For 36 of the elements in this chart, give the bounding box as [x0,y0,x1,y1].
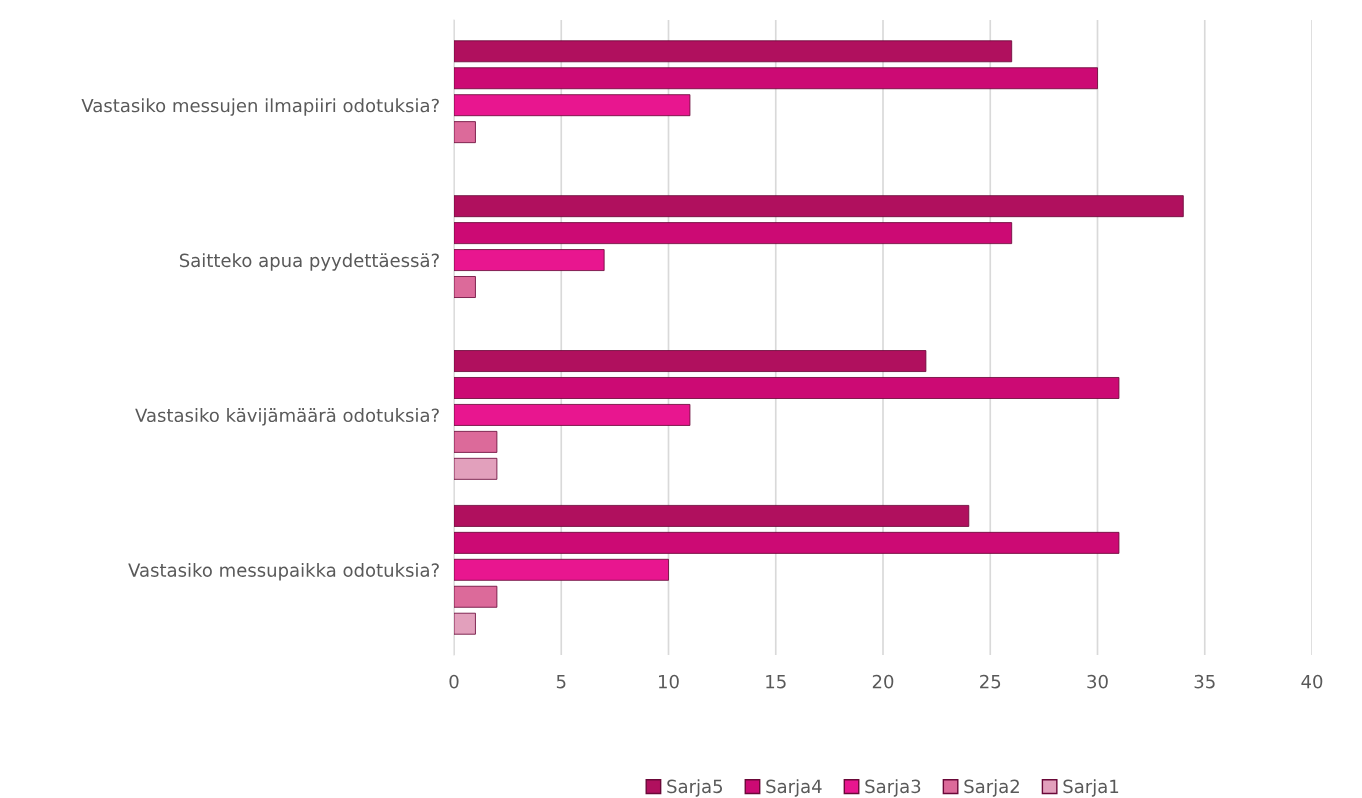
y-tick-label: Vastasiko messupaikka odotuksia? [128,562,439,581]
bar [454,67,1098,90]
legend-label: Sarja3 [865,779,921,797]
bar [454,612,476,635]
y-tick-label: Vastasiko kävijämäärä odotuksia? [135,408,439,426]
x-tick-label: 30 [1087,674,1108,689]
bar [454,430,498,453]
bar [454,276,476,298]
x-tick-label: 25 [980,674,1001,689]
bar [454,377,1120,399]
bar [454,222,1013,245]
bar [454,558,669,581]
x-tick-label: 20 [872,674,894,689]
legend-label: Sarja4 [766,779,822,797]
bar [454,350,927,372]
x-tick-label: 5 [556,675,566,689]
legend-label: Sarja2 [964,779,1019,797]
x-tick-label: 15 [766,675,786,689]
y-tick-label: Saitteko apua pyydettäessä? [179,253,439,271]
bar [454,585,498,608]
legend-label: Sarja1 [1063,779,1119,797]
bar [454,404,691,426]
x-tick-label: 35 [1194,674,1215,689]
x-tick-label: 0 [449,674,459,689]
legend-label: Sarja5 [667,779,723,797]
bar [454,531,1120,554]
bar [454,121,476,144]
y-tick-label: Vastasiko messujen ilmapiiri odotuksia? [81,98,439,116]
bar [454,504,970,527]
x-tick-label: 40 [1301,674,1323,689]
bar [454,94,691,117]
x-tick-label: 10 [659,674,679,689]
bar [454,457,498,480]
bar [454,40,1013,63]
bar [454,195,1184,218]
bar [454,249,605,271]
